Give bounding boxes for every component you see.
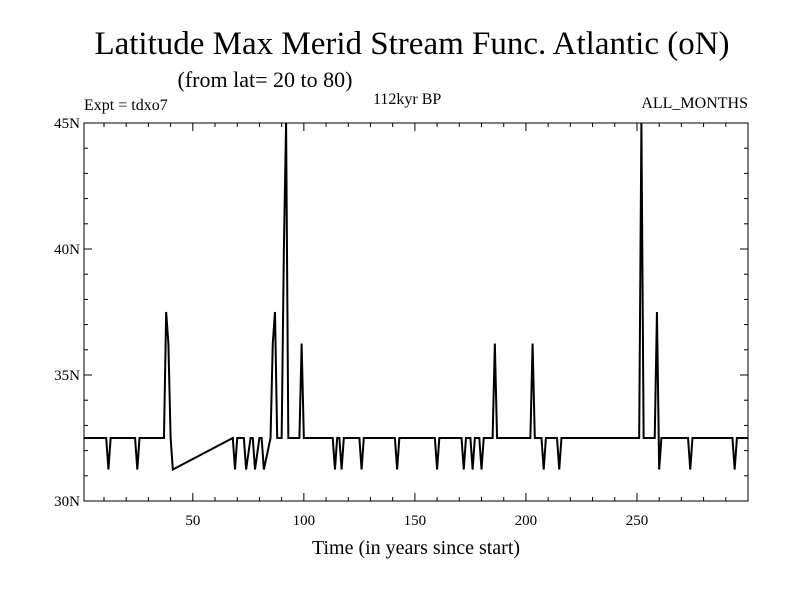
- y-tick-label: 40N: [54, 242, 80, 258]
- y-tick-label: 30N: [54, 494, 80, 510]
- plot-frame: [83, 122, 749, 502]
- chart-subtitle: (from lat= 20 to 80): [178, 67, 353, 92]
- series-line: [84, 122, 748, 472]
- y-tick-label: 35N: [54, 368, 80, 384]
- x-tick-label: 200: [515, 513, 538, 529]
- x-tick-label: 50: [185, 513, 200, 529]
- chart-title: Latitude Max Merid Stream Func. Atlantic…: [94, 26, 729, 62]
- x-tick-label: 100: [293, 513, 316, 529]
- axis-tick-labels: 50 100 150 200 250 30N 35N 40N 45N: [54, 116, 648, 529]
- x-axis-label: Time (in years since start): [312, 537, 520, 559]
- experiment-label: Expt = tdxo7: [84, 97, 168, 114]
- axis-ticks: [84, 123, 748, 501]
- x-tick-label: 150: [404, 513, 427, 529]
- period-label: 112kyr BP: [373, 91, 441, 108]
- y-tick-label: 45N: [54, 116, 80, 132]
- months-label: ALL_MONTHS: [641, 95, 748, 112]
- x-tick-label: 250: [626, 513, 649, 529]
